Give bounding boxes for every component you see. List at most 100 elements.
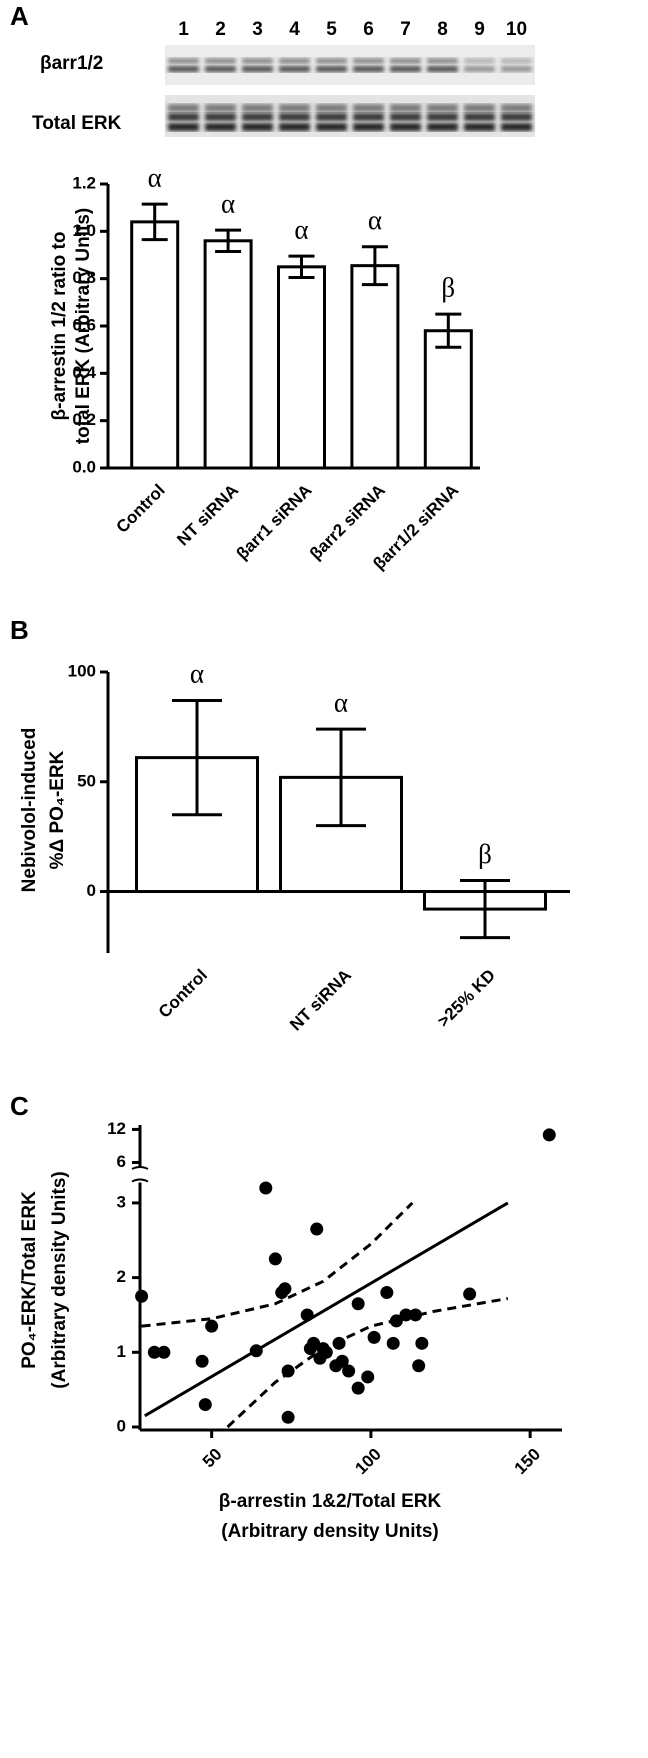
blot-band xyxy=(242,123,273,131)
confidence-band xyxy=(226,1297,509,1429)
x-axis-label: β-arrestin 1&2/Total ERK xyxy=(219,1491,442,1512)
point xyxy=(386,1336,400,1350)
point xyxy=(249,1344,263,1358)
bar xyxy=(277,265,326,470)
point xyxy=(408,1308,422,1322)
blot-band xyxy=(242,104,273,112)
bar xyxy=(350,264,400,470)
point xyxy=(147,1345,161,1359)
point xyxy=(399,1308,413,1322)
blot-band xyxy=(316,104,347,112)
point xyxy=(310,1222,324,1236)
y-axis-label: %Δ PO₄-ERK xyxy=(47,750,68,869)
fit-line xyxy=(144,1201,509,1418)
blot-band xyxy=(242,58,273,64)
lane-label: 7 xyxy=(400,19,411,40)
point xyxy=(351,1297,365,1311)
blot-band xyxy=(464,66,495,72)
point xyxy=(259,1181,273,1195)
annotation: β xyxy=(478,839,492,869)
blot-band xyxy=(316,66,347,72)
blot-band xyxy=(353,123,384,131)
point xyxy=(389,1314,403,1328)
blot-band xyxy=(427,113,458,121)
point xyxy=(367,1330,381,1344)
point xyxy=(281,1410,295,1424)
blot-strip xyxy=(165,45,535,85)
point xyxy=(268,1252,282,1266)
panel-label: A xyxy=(10,1,29,31)
y-tick-label: 0 xyxy=(87,881,96,900)
y-axis-label: β-arrestin 1/2 ratio to xyxy=(49,232,70,421)
point xyxy=(335,1354,349,1368)
y-axis-label: PO₄-ERK/Total ERK xyxy=(19,1191,40,1369)
point xyxy=(542,1128,556,1142)
blot-band xyxy=(501,104,532,112)
blot-band xyxy=(464,58,495,64)
blot-band xyxy=(353,58,384,64)
y-tick-label: 50 xyxy=(77,771,96,790)
y-tick-label: 100 xyxy=(68,661,96,680)
y-axis-label: Nebivolol-induced xyxy=(19,728,40,893)
lane-label: 9 xyxy=(474,19,485,40)
y-tick-label: 6 xyxy=(117,1152,126,1171)
lane-label: 10 xyxy=(506,19,527,40)
blot-band xyxy=(168,123,199,131)
y-tick-label: 2 xyxy=(117,1267,126,1286)
blot-band xyxy=(353,104,384,112)
point xyxy=(281,1364,295,1378)
point xyxy=(342,1364,356,1378)
lane-label: 6 xyxy=(363,19,374,40)
point xyxy=(307,1336,321,1350)
annotation: α xyxy=(368,205,382,235)
blot-band xyxy=(390,123,421,131)
y-tick-label: 0 xyxy=(117,1416,126,1435)
y-tick-label: 0.4 xyxy=(72,363,96,382)
point xyxy=(412,1359,426,1373)
annotation: α xyxy=(294,214,308,244)
blot-band xyxy=(242,66,273,72)
y-tick-label: 1 xyxy=(117,1342,126,1361)
point xyxy=(361,1370,375,1384)
lane-label: 2 xyxy=(215,19,226,40)
y-tick-label: 0.0 xyxy=(72,457,96,476)
bar xyxy=(203,239,253,470)
blot-row-label: Total ERK xyxy=(32,113,122,134)
annotation: α xyxy=(190,659,204,689)
blot-band xyxy=(427,58,458,64)
blot-band xyxy=(279,123,310,131)
blot-band xyxy=(501,66,532,72)
blot-band xyxy=(427,66,458,72)
blot-band xyxy=(168,104,199,112)
blot-band xyxy=(427,123,458,131)
panel-label: B xyxy=(10,615,29,645)
blot-band xyxy=(316,123,347,131)
blot-band xyxy=(501,113,532,121)
annotation: α xyxy=(148,162,162,192)
blot-band xyxy=(242,113,273,121)
blot-band xyxy=(316,58,347,64)
point xyxy=(278,1282,292,1296)
y-tick-label: 0.2 xyxy=(72,410,96,429)
bar xyxy=(130,220,180,470)
blot-band xyxy=(390,104,421,112)
y-axis-label: total ERK (Arbitrary Units) xyxy=(73,208,94,444)
point xyxy=(463,1287,477,1301)
blot-band xyxy=(353,113,384,121)
lane-label: 4 xyxy=(289,19,300,40)
blot-band xyxy=(279,113,310,121)
blot-band xyxy=(316,113,347,121)
blot-band xyxy=(390,58,421,64)
lane-label: 5 xyxy=(326,19,337,40)
point xyxy=(300,1308,314,1322)
blot-band xyxy=(390,113,421,121)
blot-band xyxy=(390,66,421,72)
panel-label: C xyxy=(10,1091,29,1121)
point xyxy=(205,1319,219,1333)
blot-row-label: βarr1/2 xyxy=(40,53,103,74)
annotation: α xyxy=(221,188,235,218)
blot-band xyxy=(205,58,236,64)
blot-band xyxy=(205,123,236,131)
blot-band xyxy=(168,66,199,72)
blot-band xyxy=(205,113,236,121)
